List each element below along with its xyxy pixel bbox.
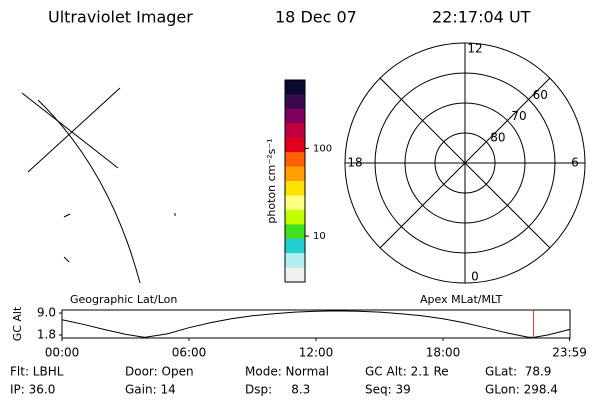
polar-spoke bbox=[379, 77, 551, 249]
status-field: Dsp: 8.3 bbox=[245, 383, 310, 397]
status-field: Flt: LBHL bbox=[10, 365, 64, 379]
mlt-label: 18 bbox=[347, 156, 362, 170]
colorbar-label: photon cm⁻²s⁻¹ bbox=[265, 138, 278, 223]
y-axis-label: GC Alt bbox=[11, 306, 24, 341]
status-field: IP: 36.0 bbox=[10, 383, 55, 397]
instrument-title: Ultraviolet Imager bbox=[48, 8, 193, 27]
y-tick-label: 9.0 bbox=[37, 306, 56, 320]
colorbar-tick-label: 100 bbox=[313, 143, 332, 154]
colorbar-band bbox=[285, 94, 305, 110]
date: 18 Dec 07 bbox=[275, 8, 357, 27]
x-tick-label: 00:00 bbox=[45, 346, 80, 360]
status-field: Door: Open bbox=[125, 365, 194, 379]
status-field: GLat: 78.9 bbox=[485, 365, 551, 379]
status-field: GC Alt: 2.1 Re bbox=[365, 365, 449, 379]
latitude-circle bbox=[434, 132, 496, 194]
colorbar-band bbox=[285, 195, 305, 211]
latitude-label: 80 bbox=[490, 130, 505, 144]
y-tick-label: 1.8 bbox=[37, 327, 56, 341]
latitude-label: 70 bbox=[511, 109, 526, 123]
mlt-label: 12 bbox=[467, 42, 482, 56]
map-line bbox=[27, 87, 121, 173]
x-tick-label: 06:00 bbox=[172, 346, 207, 360]
status-field: Mode: Normal bbox=[245, 365, 329, 379]
latitude-label: 60 bbox=[533, 88, 548, 102]
colorbar-band bbox=[285, 123, 305, 139]
colorbar-band bbox=[285, 224, 305, 240]
colorbar-band bbox=[285, 267, 305, 283]
panel-right-label: Apex MLat/MLT bbox=[420, 293, 503, 306]
mlt-label: 6 bbox=[571, 156, 579, 170]
colorbar-band bbox=[285, 108, 305, 124]
colorbar-band bbox=[285, 166, 305, 182]
x-tick-label: 12:00 bbox=[299, 346, 334, 360]
map-line bbox=[63, 256, 70, 263]
map bbox=[21, 87, 176, 284]
latitude-circle bbox=[374, 72, 556, 254]
status-field: GLon: 298.4 bbox=[485, 383, 558, 397]
map-line bbox=[63, 213, 71, 218]
colorbar-band bbox=[285, 238, 305, 254]
colorbar-band bbox=[285, 209, 305, 225]
colorbar-band bbox=[285, 181, 305, 196]
colorbar-band bbox=[285, 253, 305, 269]
x-tick-label: 23:59 bbox=[552, 346, 587, 360]
colorbar-tick-label: 10 bbox=[313, 231, 326, 242]
colorbar-band bbox=[285, 80, 305, 95]
altitude-line bbox=[61, 310, 570, 338]
status-field: Gain: 14 bbox=[125, 383, 176, 397]
map-line bbox=[21, 92, 119, 169]
x-tick-label: 18:00 bbox=[426, 346, 461, 360]
latitude-circle bbox=[404, 102, 526, 224]
colorbar-frame bbox=[284, 79, 306, 283]
mlt-label: 0 bbox=[471, 270, 479, 284]
status-field: Seq: 39 bbox=[365, 383, 411, 397]
colorbar-band bbox=[285, 137, 305, 153]
map-line bbox=[37, 99, 141, 284]
panel-left-label: Geographic Lat/Lon bbox=[70, 293, 177, 306]
colorbar-band bbox=[285, 152, 305, 168]
time: 22:17:04 UT bbox=[432, 8, 531, 27]
